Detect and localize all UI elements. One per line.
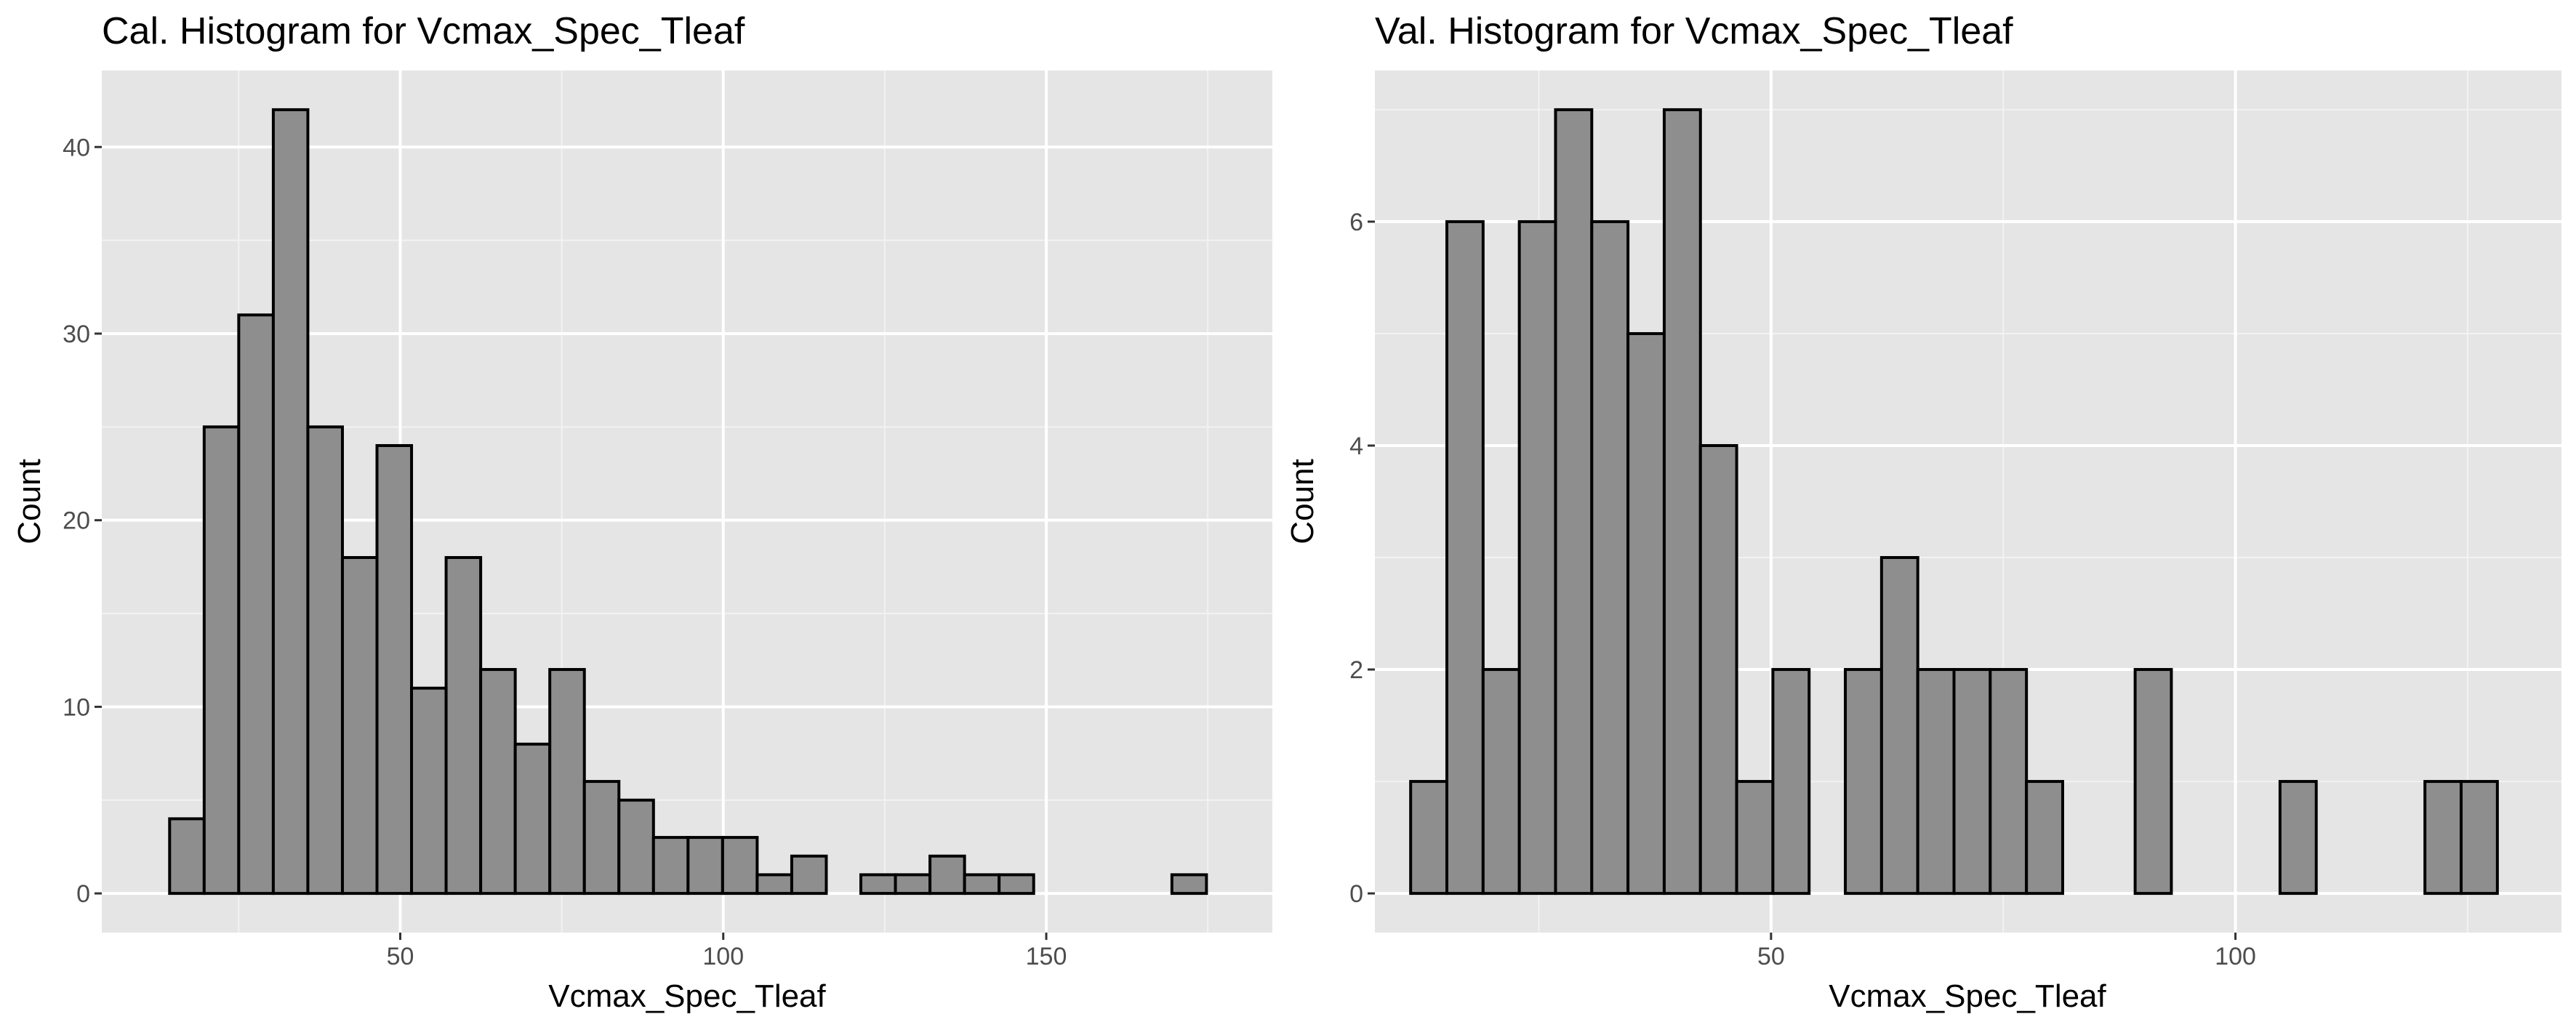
y-axis-title: Count (12, 459, 47, 544)
y-tick-label: 0 (76, 880, 90, 908)
y-tick-label: 2 (1349, 656, 1363, 684)
y-ticks-layer: 0 10 20 30 40 (63, 134, 102, 908)
histogram-bar (582, 780, 621, 896)
histogram-bar (306, 425, 344, 896)
y-tick-label: 4 (1349, 432, 1363, 460)
cal-histogram-chart: Cal. Histogram for Vcmax_Spec_Tleaf 0 10 2… (12, 10, 1272, 1014)
histogram-bar (444, 556, 483, 896)
histogram-bar (1445, 220, 1485, 896)
histogram-bar (479, 668, 517, 896)
histogram-bar (651, 836, 690, 896)
histogram-bar (1517, 220, 1557, 896)
histogram-bar (271, 108, 310, 896)
histogram-bar (859, 873, 897, 896)
histogram-bar (340, 556, 379, 896)
x-tick-label: 50 (387, 943, 414, 970)
x-tick-label: 50 (1757, 943, 1785, 970)
histogram-bar (686, 836, 724, 896)
x-axis-title: Vcmax_Spec_Tleaf (548, 978, 826, 1014)
histogram-bar (168, 817, 206, 896)
histogram-bar (1844, 668, 1883, 896)
histogram-bar (617, 798, 655, 896)
y-axis-title: Count (1288, 459, 1320, 544)
x-ticks-layer: 50 100 150 (387, 933, 1067, 970)
histogram-bar (1590, 220, 1630, 896)
histogram-bar (237, 313, 275, 896)
histogram-bar (721, 836, 759, 896)
x-axis-title: Vcmax_Spec_Tleaf (1829, 978, 2106, 1014)
histogram-bar (790, 854, 828, 896)
histogram-bar (1170, 873, 1208, 896)
histogram-bar (755, 873, 793, 896)
histogram-bar (1554, 108, 1594, 896)
histogram-bar (928, 854, 966, 896)
bars-layer (168, 108, 1208, 896)
x-tick-label: 100 (2215, 943, 2256, 970)
histogram-bar (375, 443, 414, 896)
histogram-bar (1698, 443, 1738, 896)
y-tick-label: 10 (63, 693, 90, 721)
histogram-bar (1771, 668, 1811, 896)
cal-histogram-svg: Cal. Histogram for Vcmax_Spec_Tleaf 0 10 2… (12, 10, 1272, 1014)
histogram-bar (2025, 780, 2064, 896)
histogram-bar (2460, 780, 2499, 896)
x-tick-label: 100 (702, 943, 744, 970)
histogram-bar (1952, 668, 1992, 896)
histogram-bar (410, 686, 448, 896)
histogram-bar (202, 425, 241, 896)
y-tick-label: 0 (1349, 880, 1363, 908)
histogram-bar (1626, 331, 1666, 896)
histogram-bar (513, 742, 552, 896)
chart-title: Val. Histogram for Vcmax_Spec_Tleaf (1375, 10, 2013, 52)
histogram-bar (998, 873, 1035, 896)
histogram-bar (2133, 668, 2173, 896)
x-ticks-layer: 50 100 (1757, 933, 2256, 970)
val-histogram-chart: Val. Histogram for Vcmax_Spec_Tleaf 0 2 4 6… (1288, 0, 2576, 1030)
y-tick-label: 30 (63, 321, 90, 348)
histogram-bar (1989, 668, 2029, 896)
chart-title: Cal. Histogram for Vcmax_Spec_Tleaf (102, 10, 745, 52)
y-tick-label: 20 (63, 507, 90, 535)
val-histogram-svg: Val. Histogram for Vcmax_Spec_Tleaf 0 2 4 6… (1288, 10, 2561, 1014)
histogram-bar (548, 668, 586, 896)
histogram-bar (2423, 780, 2463, 896)
y-ticks-layer: 0 2 4 6 (1349, 209, 1375, 908)
histogram-bar (1735, 780, 1775, 896)
histogram-bar (1481, 668, 1521, 896)
y-tick-label: 6 (1349, 209, 1363, 236)
histogram-bar (894, 873, 932, 896)
y-tick-label: 40 (63, 134, 90, 161)
histogram-bar (1409, 780, 1449, 896)
histogram-bar (1916, 668, 1956, 896)
histogram-bar (1879, 556, 1919, 896)
histogram-bar (963, 873, 1001, 896)
bars-layer (1409, 108, 2499, 896)
histogram-bar (2278, 780, 2318, 896)
histogram-bar (1662, 108, 1702, 896)
x-tick-label: 150 (1026, 943, 1067, 970)
